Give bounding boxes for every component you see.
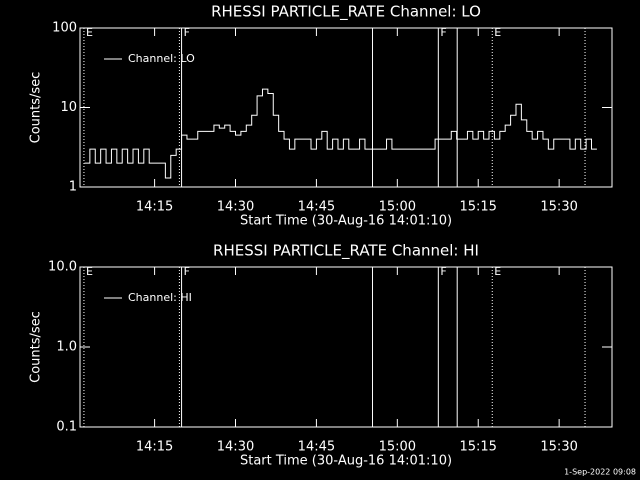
- y-tick-label: 10.0: [48, 260, 77, 275]
- y-tick-label: 10: [60, 100, 77, 115]
- footer: 1-Sep-2022 09:08: [564, 468, 636, 477]
- x-tick-label: 15:30: [540, 440, 577, 455]
- legend-label: Channel: HI: [128, 291, 192, 304]
- y-tick-label: 1: [69, 180, 77, 195]
- y-axis-label: Counts/sec: [29, 311, 44, 383]
- x-tick-label: 14:30: [217, 440, 254, 455]
- data-line: [84, 88, 597, 179]
- x-tick-label: 14:45: [298, 440, 335, 455]
- x-tick-label: 14:30: [217, 200, 254, 215]
- marker-label: E: [86, 26, 93, 39]
- x-tick-label: 15:30: [540, 200, 577, 215]
- x-tick-label: 14:45: [298, 200, 335, 215]
- marker-label: E: [494, 265, 501, 278]
- x-tick-label: 15:15: [459, 200, 496, 215]
- x-tick-label: 15:00: [379, 440, 416, 455]
- x-axis-label: Start Time (30-Aug-16 14:01:10): [240, 454, 452, 469]
- marker-label: F: [184, 265, 190, 278]
- y-tick-label: 1.0: [56, 340, 77, 355]
- marker-label: E: [494, 26, 501, 39]
- x-tick-label: 14:15: [136, 200, 173, 215]
- y-axis-label: Counts/sec: [29, 72, 44, 144]
- marker-label: F: [440, 265, 446, 278]
- y-tick-label: 100: [52, 21, 77, 36]
- x-tick-label: 15:00: [379, 200, 416, 215]
- x-axis-label: Start Time (30-Aug-16 14:01:10): [240, 214, 452, 229]
- marker-label: E: [86, 265, 93, 278]
- marker-label: F: [440, 26, 446, 39]
- x-tick-label: 15:15: [459, 440, 496, 455]
- marker-label: F: [184, 26, 190, 39]
- chart-title: RHESSI PARTICLE_RATE Channel: HI: [213, 242, 479, 261]
- y-tick-label: 0.1: [56, 420, 77, 435]
- chart-title: RHESSI PARTICLE_RATE Channel: LO: [211, 3, 481, 22]
- legend-label: Channel: LO: [128, 52, 195, 65]
- x-tick-label: 14:15: [136, 440, 173, 455]
